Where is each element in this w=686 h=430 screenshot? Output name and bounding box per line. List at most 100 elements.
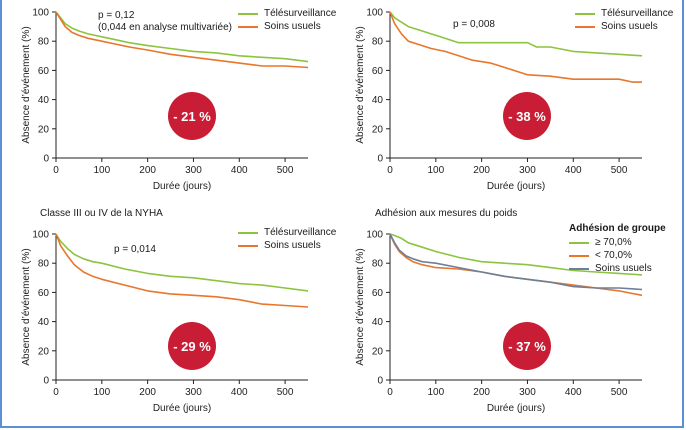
chart-1-x-tick-label-0: 0 — [53, 165, 59, 176]
chart-1-x-tick-label-200: 200 — [139, 165, 156, 176]
p-value-3: p = 0,014 — [114, 244, 156, 256]
legend-3-label-soins: Soins usuels — [264, 240, 321, 251]
chart-2-x-tick-label-0: 0 — [387, 165, 393, 176]
chart-4-y-axis-label: Absence d’événement (%) — [355, 248, 366, 365]
chart-3-x-axis-label: Durée (jours) — [153, 403, 211, 414]
p-value-2: p = 0,008 — [453, 19, 495, 31]
chart-3-y-tick-label-60: 60 — [38, 288, 50, 299]
chart-2-y-tick-label-100: 100 — [366, 8, 383, 19]
chart-4-x-tick-label-200: 200 — [473, 387, 490, 398]
reduction-badge-2: - 38 % — [503, 92, 551, 140]
chart-1-x-tick-label-400: 400 — [231, 165, 248, 176]
legend-3-label-telesurveillance: Télésurveillance — [264, 227, 337, 238]
chart-2-x-tick-label-500: 500 — [611, 165, 628, 176]
chart-4-series-line-2-soins-usuels — [389, 233, 643, 291]
chart-3-y-tick-label-100: 100 — [32, 230, 49, 241]
legend-4-label-soins: Soins usuels — [595, 263, 652, 274]
chart-3-x-tick-label-400: 400 — [231, 387, 248, 398]
legend-3-swatch-green — [238, 231, 258, 234]
chart-2-x-axis-label: Durée (jours) — [487, 181, 545, 192]
chart-2-x-tick-label-300: 300 — [519, 165, 536, 176]
legend-4-item-under70: < 70,0% — [569, 249, 666, 262]
legend-3: Télésurveillance Soins usuels — [238, 226, 336, 252]
chart-1-y-tick-label-20: 20 — [38, 124, 50, 135]
chart-4-x-tick-label-400: 400 — [565, 387, 582, 398]
chart-2-svg: 0 20 40 60 80 100 0 100 200 300 400 500 Durée (jours… — [355, 8, 643, 192]
chart-4-y-tick-label-20: 20 — [372, 346, 384, 357]
chart-panel-2: 0 20 40 60 80 100 0 100 200 300 400 500 Durée (jours… — [343, 0, 686, 200]
reduction-badge-1: - 21 % — [168, 92, 216, 140]
chart-2-y-tick-label-80: 80 — [372, 37, 384, 48]
legend-2-swatch-orange — [575, 25, 595, 28]
chart-3-series-line-0-t-l-surveillance — [55, 233, 309, 292]
legend-2-label-telesurveillance: Télésurveillance — [601, 8, 674, 19]
chart-1-x-tick-label-300: 300 — [185, 165, 202, 176]
chart-3-series-line-1-soins-usuels — [55, 233, 309, 308]
chart-2-x-tick-label-200: 200 — [473, 165, 490, 176]
legend-2-item-soins: Soins usuels — [575, 20, 673, 33]
chart-3-y-tick-label-0: 0 — [43, 376, 49, 387]
chart-2-y-tick-label-20: 20 — [372, 124, 384, 135]
legend-2: Télésurveillance Soins usuels — [575, 7, 673, 33]
reduction-badge-3: - 29 % — [168, 322, 216, 370]
legend-4: Adhésion de groupe ≥ 70,0% < 70,0% Soins… — [569, 223, 666, 275]
chart-4-svg: 0 20 40 60 80 100 0 100 200 300 400 500 Durée (jours… — [355, 230, 643, 414]
chart-2-series-line-1-soins-usuels — [389, 11, 642, 83]
chart-1-y-tick-label-80: 80 — [38, 37, 50, 48]
chart-2-x-tick-label-100: 100 — [427, 165, 444, 176]
chart-4-series-line-0-70-0 — [389, 233, 643, 276]
chart-4-y-tick-label-100: 100 — [366, 230, 383, 241]
chart-3-y-tick-label-40: 40 — [38, 317, 50, 328]
chart-1-x-tick-label-500: 500 — [277, 165, 294, 176]
legend-1-label-telesurveillance: Télésurveillance — [264, 8, 337, 19]
chart-1-y-axis-label: Absence d’événement (%) — [21, 26, 32, 143]
chart-4-x-tick-label-300: 300 — [519, 387, 536, 398]
legend-4-item-soins: Soins usuels — [569, 262, 666, 275]
chart-2-x-tick-label-400: 400 — [565, 165, 582, 176]
chart-3-x-tick-label-0: 0 — [53, 387, 59, 398]
chart-4-y-tick-label-80: 80 — [372, 259, 384, 270]
chart-1-x-axis-label: Durée (jours) — [153, 181, 211, 192]
chart-1-y-tick-label-0: 0 — [43, 154, 49, 165]
chart-4-x-tick-label-500: 500 — [611, 387, 628, 398]
chart-1-series-line-1-soins-usuels — [55, 11, 309, 69]
chart-2-y-tick-label-0: 0 — [377, 154, 383, 165]
chart-2-y-axis-label: Absence d’événement (%) — [355, 26, 366, 143]
legend-4-swatch-gray — [569, 267, 589, 270]
chart-1-x-tick-label-100: 100 — [93, 165, 110, 176]
p-value-1: p = 0,12 (0,044 en analyse multivariée) — [98, 10, 232, 34]
legend-1-item-telesurveillance: Télésurveillance — [238, 7, 336, 20]
legend-1-swatch-orange — [238, 25, 258, 28]
chart-1-y-tick-label-60: 60 — [38, 66, 50, 77]
chart-4-y-tick-label-0: 0 — [377, 376, 383, 387]
p-value-2-line-1: p = 0,008 — [453, 19, 495, 30]
reduction-badge-4: - 37 % — [503, 322, 551, 370]
legend-3-item-soins: Soins usuels — [238, 239, 336, 252]
legend-4-label-under70: < 70,0% — [595, 250, 632, 261]
panel-4-title: Adhésion aux mesures du poids — [375, 208, 518, 219]
chart-3-y-axis-label: Absence d’événement (%) — [21, 248, 32, 365]
chart-1-svg: 0 20 40 60 80 100 0 100 200 300 400 500 Durée (jours… — [21, 8, 309, 192]
legend-4-item-over70: ≥ 70,0% — [569, 236, 666, 249]
chart-1-y-tick-label-100: 100 — [32, 8, 49, 19]
chart-3-x-tick-label-100: 100 — [93, 387, 110, 398]
chart-2-series-line-0-t-l-surveillance — [389, 11, 643, 57]
chart-4-x-tick-label-0: 0 — [387, 387, 393, 398]
chart-2-y-tick-label-60: 60 — [372, 66, 384, 77]
p-value-3-line-1: p = 0,014 — [114, 244, 156, 255]
legend-1-item-soins: Soins usuels — [238, 20, 336, 33]
legend-4-title: Adhésion de groupe — [569, 223, 666, 234]
chart-3-y-tick-label-20: 20 — [38, 346, 50, 357]
chart-4-x-axis-label: Durée (jours) — [487, 403, 545, 414]
legend-2-swatch-green — [575, 12, 595, 15]
legend-3-swatch-orange — [238, 244, 258, 247]
legend-4-swatch-orange — [569, 254, 589, 257]
chart-3-x-tick-label-200: 200 — [139, 387, 156, 398]
p-value-1-line-1: p = 0,12 — [98, 10, 135, 21]
legend-1: Télésurveillance Soins usuels — [238, 7, 336, 33]
chart-panel-3: Classe III ou IV de la NYHA 0 20 40 60 80 100… — [0, 206, 343, 428]
chart-4-y-tick-label-40: 40 — [372, 317, 384, 328]
legend-3-item-telesurveillance: Télésurveillance — [238, 226, 336, 239]
chart-4-x-tick-label-100: 100 — [427, 387, 444, 398]
